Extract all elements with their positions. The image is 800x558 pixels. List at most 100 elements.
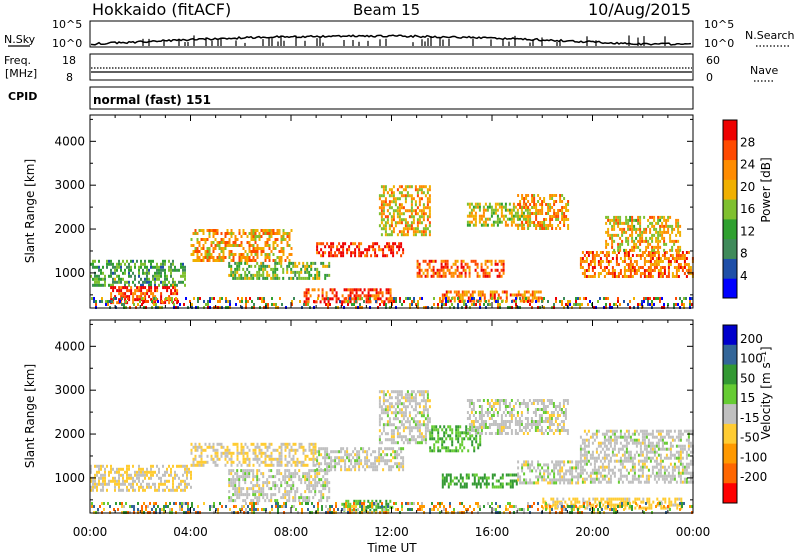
- echo-cell: [231, 232, 233, 235]
- echo-cell: [387, 191, 389, 194]
- echo-cell: [613, 225, 615, 228]
- echo-cell: [374, 465, 376, 468]
- echo-cell: [473, 300, 475, 303]
- echo-cell: [278, 487, 280, 490]
- echo-cell: [284, 475, 286, 478]
- echo-cell: [318, 251, 320, 254]
- echo-cell: [607, 219, 609, 222]
- echo-cell: [455, 449, 457, 452]
- echo-cell: [160, 483, 162, 486]
- echo-cell: [523, 200, 525, 203]
- echo-cell: [561, 218, 563, 221]
- echo-cell: [148, 295, 150, 298]
- echo-cell: [289, 238, 291, 241]
- echo-cell: [489, 417, 491, 420]
- echo-cell: [561, 420, 563, 423]
- echo-cell: [269, 232, 271, 235]
- echo-cell: [374, 459, 376, 462]
- echo-cell: [338, 456, 340, 459]
- echo-cell: [541, 402, 543, 405]
- echo-cell: [491, 260, 493, 263]
- echo-cell: [481, 417, 483, 420]
- echo-cell: [122, 292, 124, 295]
- echo-cell: [253, 247, 255, 250]
- echo-cell: [195, 232, 197, 235]
- echo-cell: [175, 297, 177, 300]
- echo-cell: [486, 483, 488, 486]
- echo-cell: [397, 233, 399, 236]
- echo-cell: [385, 393, 387, 396]
- echo-cell: [423, 206, 425, 209]
- echo-cell: [444, 480, 446, 483]
- echo-cell: [489, 203, 491, 206]
- echo-cell: [537, 200, 539, 203]
- echo-cell: [653, 234, 655, 237]
- echo-cell: [463, 303, 465, 306]
- echo-cell: [130, 483, 132, 486]
- echo-cell: [92, 486, 94, 489]
- echo-cell: [168, 260, 170, 263]
- echo-cell: [142, 468, 144, 471]
- echo-cell: [130, 289, 132, 292]
- echo-cell: [663, 240, 665, 243]
- echo-cell: [290, 262, 292, 265]
- echo-cell: [637, 222, 639, 225]
- echo-cell: [661, 297, 663, 300]
- echo-cell: [471, 440, 473, 443]
- echo-cell: [657, 246, 659, 249]
- echo-cell: [523, 432, 525, 435]
- echo-cell: [252, 475, 254, 478]
- echo-cell: [184, 486, 186, 489]
- echo-cell: [342, 245, 344, 248]
- echo-cell: [282, 496, 284, 499]
- y-tick-label: 4000: [54, 134, 85, 148]
- echo-cell: [228, 478, 230, 481]
- echo-cell: [551, 411, 553, 414]
- echo-cell: [471, 209, 473, 212]
- echo-cell: [144, 292, 146, 295]
- echo-cell: [242, 478, 244, 481]
- echo-cell: [384, 254, 386, 257]
- echo-cell: [281, 247, 283, 250]
- echo-cell: [677, 240, 679, 243]
- echo-cell: [295, 452, 297, 455]
- echo-cell: [271, 229, 273, 232]
- echo-cell: [255, 229, 257, 232]
- echo-cell: [254, 496, 256, 499]
- echo-cell: [471, 297, 473, 300]
- echo-cell: [318, 447, 320, 450]
- echo-cell: [112, 263, 114, 266]
- echo-cell: [160, 272, 162, 275]
- echo-cell: [122, 278, 124, 281]
- echo-cell: [328, 462, 330, 465]
- echo-cell: [411, 185, 413, 188]
- echo-cell: [493, 423, 495, 426]
- echo-cell: [563, 221, 565, 224]
- echo-cell: [306, 300, 308, 303]
- echo-cell: [284, 469, 286, 472]
- echo-cell: [621, 243, 623, 246]
- echo-cell: [629, 249, 631, 252]
- echo-cell: [114, 477, 116, 480]
- echo-cell: [390, 248, 392, 251]
- echo-cell: [190, 486, 192, 489]
- echo-cell: [437, 269, 439, 272]
- echo-cell: [213, 461, 215, 464]
- echo-cell: [245, 461, 247, 464]
- echo-cell: [521, 469, 523, 472]
- echo-cell: [174, 489, 176, 492]
- echo-cell: [598, 275, 600, 278]
- echo-cell: [301, 464, 303, 467]
- echo-cell: [370, 465, 372, 468]
- echo-cell: [586, 269, 588, 272]
- echo-cell: [443, 431, 445, 434]
- echo-cell: [505, 300, 507, 303]
- echo-cell: [502, 291, 504, 294]
- echo-cell: [517, 218, 519, 221]
- echo-cell: [372, 248, 374, 251]
- echo-cell: [401, 423, 403, 426]
- echo-cell: [413, 390, 415, 393]
- echo-cell: [256, 277, 258, 280]
- echo-cell: [413, 426, 415, 429]
- echo-cell: [454, 300, 456, 303]
